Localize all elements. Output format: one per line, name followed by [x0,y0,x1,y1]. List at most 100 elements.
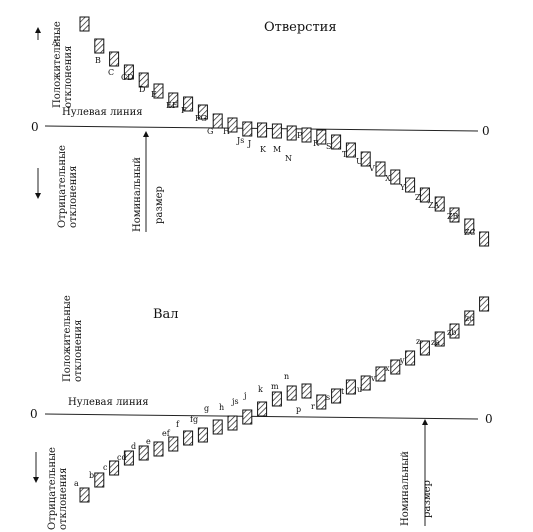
hole-field-ef-band [168,92,179,108]
hole-field-a-band [79,16,90,32]
holes-zero-right: 0 [482,124,490,138]
shaft-field-cd-band [123,450,134,466]
shaft-field-zc-band [479,296,490,312]
shaft-field-zc-label: zc [465,314,474,323]
shaft-field-js-band [242,409,253,425]
shaft-field-z-band [434,331,445,347]
shaft-field-j-label: j [243,391,246,400]
hole-field-x-label: X [385,174,391,183]
shafts-negative-label-line1: Отрицательные [47,447,58,530]
shafts-negative-label-line2: отклонения [58,468,69,530]
shaft-field-d-band [138,445,149,461]
shafts-positive-label-line1: Положительные [62,295,73,382]
hole-tolerance-fields: A BC CD DE EFF FGG H Js JK MN P R S TUV XYZ ZA ZB ZC [51,16,490,247]
hole-field-p-band [316,129,327,145]
hole-field-j-label: J [247,139,251,148]
hole-field-c-label: C [108,68,114,77]
holes-positive-label: Положительные отклонения [52,18,74,108]
hole-field-zb-band [464,218,475,234]
shaft-field-e-band [153,441,164,457]
shaft-field-k-label: k [258,385,263,394]
shaft-field-x-label: x [385,364,390,373]
hole-field-e-band [153,83,164,99]
shafts-positive-label-line2: отклонения [73,320,84,382]
hole-field-r-label: R [313,139,320,148]
hole-field-js-band [242,121,253,137]
hole-field-r-band [331,134,342,150]
shaft-field-p-band [316,394,327,410]
shaft-field-f-band [183,430,194,446]
hole-field-y-label: Y [399,183,406,192]
shaft-field-c-band [109,460,120,476]
shaft-field-ef-label: ef [162,429,171,438]
shaft-field-t-band [360,375,371,391]
shaft-field-a-label: a [74,479,79,488]
shaft-field-h-band [227,415,238,431]
holes-negative-label: Отрицательные отклонения [57,142,79,228]
hole-field-zc-label: ZC [464,228,476,237]
shaft-field-r-band [331,388,342,404]
hole-field-s-band [345,142,356,158]
hole-field-t-band [360,151,371,167]
hole-field-t-label: T [342,150,348,159]
hole-field-f-band [183,96,194,112]
shaft-field-z-label: z [416,337,420,346]
hole-field-h-label: H [223,127,230,136]
holes-positive-label-line1: Положительные [52,21,63,108]
hole-field-cd-band [123,64,134,80]
hole-field-u-band [375,161,386,177]
holes-negative-label-line1: Отрицательные [57,145,68,228]
shafts-zero-left: 0 [30,407,38,421]
hole-field-n-band [301,127,312,143]
hole-field-d-band [138,72,149,88]
shaft-field-n-band [301,383,312,399]
shaft-field-n-label: n [284,372,289,381]
hole-field-z-label: Z [415,193,421,202]
hole-field-fg-band [197,104,208,120]
holes-nominal-label-line2: размер [154,186,165,224]
hole-field-y-band [419,187,430,203]
hole-field-e-label: E [151,90,157,99]
hole-field-m-label: M [273,145,281,154]
shafts-nominal-label: Номинальный размер [400,448,433,526]
holes-zero-line-label: Нулевая линия [62,107,143,118]
shaft-field-m-label: m [271,382,279,391]
hole-field-a-label: A [51,38,58,47]
shaft-field-b-band [94,472,105,488]
shaft-field-zb-band [464,310,475,326]
shaft-field-p-label: p [296,405,301,414]
hole-field-ef-label: EF [166,101,178,110]
shaft-field-zb-label: zb [447,328,456,337]
hole-field-za-band [449,207,460,223]
shaft-field-m-band [286,385,297,401]
hole-field-h-band [227,117,238,133]
shafts-positive-label: Положительные отклонения [62,292,84,382]
hole-field-u-label: U [356,157,363,166]
hole-field-p-label: P [297,131,303,140]
shaft-field-cd-label: cd [117,453,127,462]
shaft-field-fg-label: fg [190,415,198,424]
holes-nominal-label: Номинальный размер [132,154,165,232]
holes-negative-label-line2: отклонения [68,166,79,228]
hole-field-v-band [390,169,401,185]
hole-field-z-band [434,196,445,212]
shaft-field-x-band [405,350,416,366]
holes-zero-left: 0 [31,120,39,134]
shaft-field-r-label: r [311,402,315,411]
hole-field-g-label: G [207,127,213,136]
shaft-field-y-band [419,340,430,356]
holes-title: Отверстия [264,20,337,35]
shaft-field-js-label: js [231,397,239,406]
shaft-field-v-band [390,359,401,375]
hole-field-k-label: K [260,145,267,154]
hole-field-x-band [405,177,416,193]
shaft-field-s-band [345,379,356,395]
shaft-field-j-band [257,401,268,417]
hole-field-g-band [212,113,223,129]
hole-field-fg-label: FG [195,114,207,123]
hole-field-d-label: D [139,85,145,94]
shaft-field-y-label: y [399,356,405,365]
hole-field-za-label: ZA [428,201,440,210]
